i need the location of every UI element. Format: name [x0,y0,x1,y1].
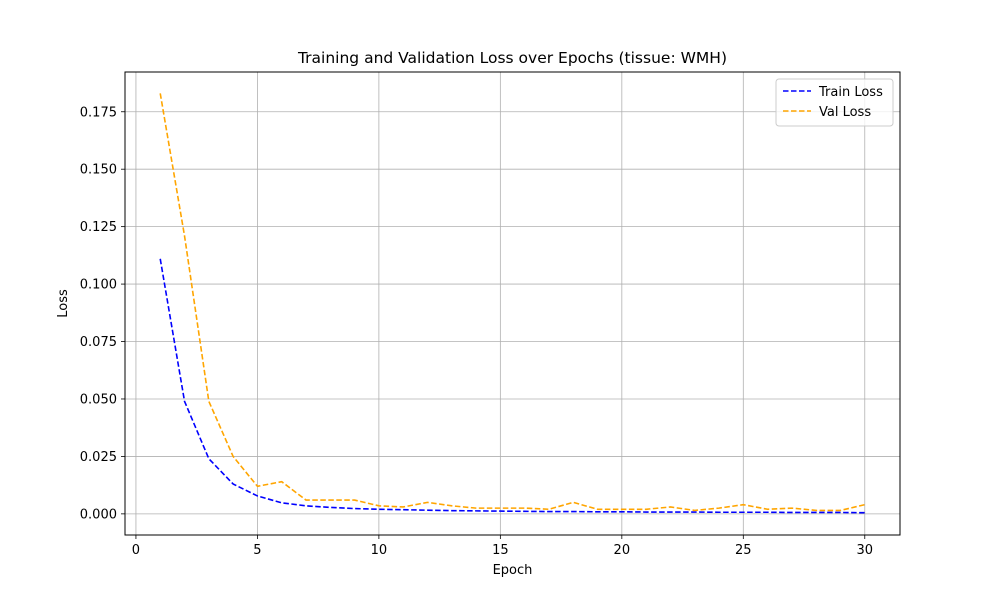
legend-val-loss-label: Val Loss [819,105,871,120]
y-tick-label: 0.150 [80,163,117,178]
y-tick-label: 0.075 [80,335,117,350]
x-tick-label: 10 [371,543,388,558]
legend-train-loss-label: Train Loss [818,85,883,100]
legend-box [775,78,894,127]
y-tick-label: 0.000 [80,507,117,522]
x-tick-label: 20 [614,543,631,558]
x-tick-label: 15 [492,543,509,558]
x-tick-label: 30 [856,543,873,558]
x-tick-label: 0 [132,543,140,558]
y-axis-title: Loss [56,289,71,318]
chart-title: Training and Validation Loss over Epochs… [297,49,727,67]
grid-lines [125,72,900,535]
y-tick-label: 0.100 [80,278,117,293]
legend: Train Loss Val Loss [775,78,894,127]
y-tick-label: 0.025 [80,450,117,465]
series-line-val-loss [159,93,865,512]
x-tick-label: 5 [253,543,261,558]
y-tick-label: 0.125 [80,220,117,235]
y-tick-label: 0.175 [80,105,117,120]
plot-frame [124,71,901,536]
y-tick-label: 0.050 [80,392,117,407]
series-line-train-loss [159,258,865,514]
x-axis-title: Epoch [493,563,533,578]
series-lines [159,93,865,514]
axis-ticks: 0 5 10 15 20 25 30 0.000 0.025 0.050 0.075 0.100 0.1… [80,105,873,558]
x-tick-label: 25 [735,543,752,558]
